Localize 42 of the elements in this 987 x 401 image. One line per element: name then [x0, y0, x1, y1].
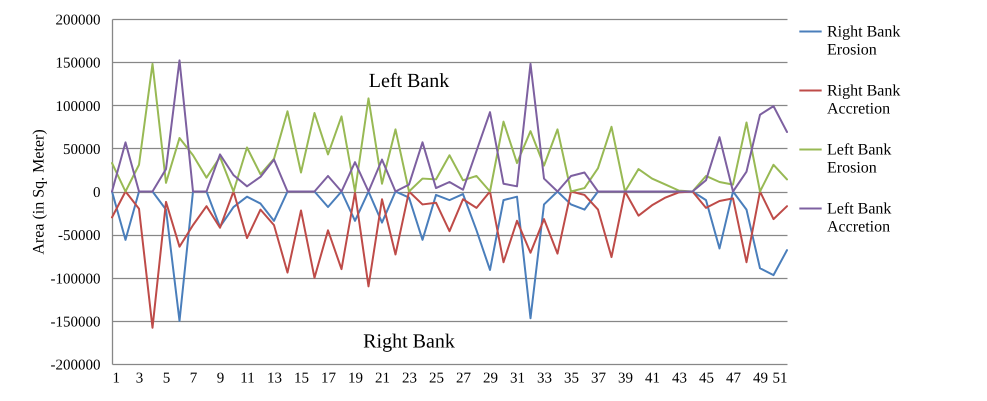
x-tick-label: 13 [267, 370, 282, 386]
x-tick-label: 1 [112, 370, 120, 386]
x-tick-label: 37 [591, 370, 606, 386]
x-tick-label: 43 [672, 370, 687, 386]
x-tick-label: 21 [375, 370, 390, 386]
x-tick-label: 25 [429, 370, 444, 386]
x-tick-label: 9 [216, 370, 224, 386]
x-tick-label: 15 [294, 370, 309, 386]
y-tick-label: -150000 [50, 314, 100, 330]
x-tick-label: 11 [240, 370, 255, 386]
legend-label: Left Bank Erosion [827, 142, 892, 176]
legend-label: Right Bank Accretion [827, 82, 900, 118]
y-tick-label: -50000 [58, 228, 100, 244]
x-tick-label: 41 [645, 370, 660, 386]
legend-label: Right Bank Erosion [827, 24, 900, 58]
x-tick-label: 35 [564, 370, 579, 386]
y-tick-label: -200000 [50, 358, 100, 374]
x-tick-label: 33 [537, 370, 552, 386]
x-tick-label: 23 [402, 370, 417, 386]
x-tick-label: 5 [162, 370, 170, 386]
x-tick-label: 47 [726, 370, 742, 386]
legend-label: Left Bank Accretion [827, 200, 892, 236]
y-tick-label: 50000 [63, 142, 100, 158]
x-tick-label: 27 [456, 370, 472, 386]
x-tick-label: 45 [699, 370, 714, 386]
x-tick-label: 49 [753, 370, 768, 386]
y-tick-label: -100000 [50, 271, 100, 288]
x-tick-label: 19 [348, 370, 363, 386]
annotation: Left Bank [368, 70, 450, 92]
x-tick-label: 7 [190, 370, 198, 386]
x-tick-label: 39 [618, 370, 633, 386]
y-axis-title: Area (in Sq. Meter) [30, 129, 48, 255]
x-tick-label: 3 [136, 370, 144, 386]
x-tick-label: 31 [510, 370, 525, 386]
annotation: Right Bank [363, 330, 455, 353]
y-tick-label: 0 [93, 185, 100, 201]
y-tick-label: 150000 [56, 56, 100, 72]
y-tick-label: 100000 [56, 98, 100, 115]
x-tick-label: 17 [321, 370, 336, 386]
x-tick-label: 29 [483, 370, 498, 386]
x-tick-label: 51 [772, 370, 788, 386]
y-tick-label: 200000 [56, 12, 100, 28]
